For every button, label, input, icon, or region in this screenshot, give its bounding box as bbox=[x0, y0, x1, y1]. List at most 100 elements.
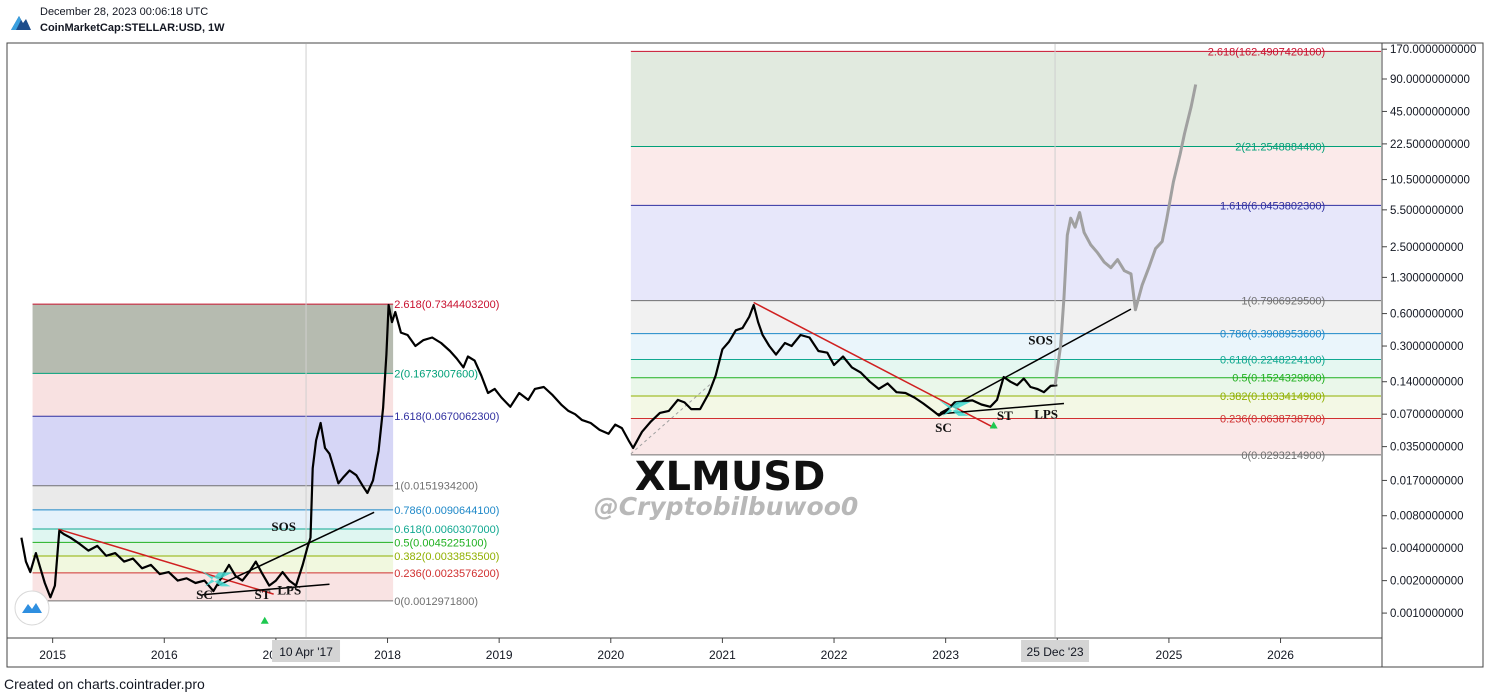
fib-left-zone bbox=[32, 528, 394, 543]
fib-left-level-label: 0.618(0.0060307000) bbox=[394, 524, 499, 536]
fib-right-level-label: 0.236(0.0638738700) bbox=[1220, 413, 1325, 425]
fib-left-level-label: 0.382(0.0033853500) bbox=[394, 551, 499, 563]
price-tick-label: 0.0040000000 bbox=[1390, 543, 1464, 555]
fib-right-level-label: 0.786(0.3908953600) bbox=[1220, 329, 1325, 341]
fib-left-level-label: 2(0.1673007600) bbox=[394, 368, 478, 380]
cloud-icon[interactable] bbox=[14, 590, 50, 626]
snapshot-date: December 28, 2023 00:06:18 UTC bbox=[40, 6, 209, 18]
time-tick-label: 2021 bbox=[709, 648, 736, 662]
fib-right-level-label: 2(21.2548884400) bbox=[1235, 142, 1325, 154]
fib-left-level-label: 2.618(0.7344403200) bbox=[394, 299, 499, 311]
wyckoff-label: SC bbox=[196, 587, 213, 602]
fib-right-zone bbox=[630, 377, 1381, 396]
price-tick-label: 45.0000000000 bbox=[1390, 106, 1470, 118]
trendline bbox=[58, 528, 274, 595]
wyckoff-label: LPS bbox=[277, 583, 301, 598]
time-tick-label: 2016 bbox=[151, 648, 178, 662]
signal-marker bbox=[260, 616, 269, 624]
fib-left-zone bbox=[32, 416, 394, 486]
trendline bbox=[217, 511, 375, 587]
price-tick-label: 1.3000000000 bbox=[1390, 272, 1464, 284]
chart-header: December 28, 2023 00:06:18 UTC CoinMarke… bbox=[0, 0, 1493, 40]
accumulation-mark bbox=[938, 399, 971, 416]
wyckoff-label: SC bbox=[935, 420, 952, 435]
author-watermark: @Cryptobilbuwoo0 bbox=[594, 492, 859, 521]
projection-line bbox=[1053, 84, 1198, 386]
wyckoff-label: SOS bbox=[271, 519, 296, 534]
wyckoff-label: ST bbox=[997, 408, 1013, 423]
price-tick-label: 0.1400000000 bbox=[1390, 377, 1464, 389]
time-tick-label: 2025 bbox=[1156, 648, 1183, 662]
accumulation-marks bbox=[200, 399, 998, 624]
price-tick-label: 10.5000000000 bbox=[1390, 175, 1470, 187]
time-tick-label: 2022 bbox=[821, 648, 848, 662]
fib-left-zone bbox=[32, 304, 394, 374]
fib-right-zone bbox=[630, 333, 1381, 360]
chart-frame bbox=[6, 42, 1484, 668]
crosshair-date-box bbox=[1021, 640, 1090, 662]
fib-right-zone bbox=[630, 146, 1381, 206]
fib-left-level-label: 0(0.0012971800) bbox=[394, 596, 478, 608]
price-tick-label: 2.5000000000 bbox=[1390, 242, 1464, 254]
fib-right-level-label: 0(0.0293214900) bbox=[1241, 450, 1325, 462]
fib-left-level-label: 0.236(0.0023576200) bbox=[394, 568, 499, 580]
fib-right-level-label: 2.618(162.4907420100) bbox=[1208, 46, 1325, 58]
accumulation-mark bbox=[200, 570, 233, 587]
price-axis: 170.0000000000 90.0000000000 45.0000000000… bbox=[1382, 44, 1476, 620]
price-tick-label: 170.0000000000 bbox=[1390, 44, 1476, 56]
price-tick-label: 0.0010000000 bbox=[1390, 608, 1464, 620]
fib-right-level-label: 0.5(0.1524329800) bbox=[1232, 373, 1325, 385]
price-tick-label: 5.5000000000 bbox=[1390, 205, 1464, 217]
price-tick-label: 0.0700000000 bbox=[1390, 409, 1464, 421]
fib-levels bbox=[32, 50, 1381, 602]
time-tick-label: 2019 bbox=[486, 648, 513, 662]
price-tick-label: 90.0000000000 bbox=[1390, 74, 1470, 86]
time-tick-label: 2015 bbox=[39, 648, 66, 662]
fib-right-zone bbox=[630, 395, 1381, 419]
crosshair-date-label: 10 Apr '17 bbox=[279, 645, 333, 659]
fib-left-zone bbox=[32, 555, 394, 573]
fib-right-zone bbox=[630, 205, 1381, 301]
price-tick-label: 0.0080000000 bbox=[1390, 511, 1464, 523]
fib-right-level-label: 0.382(0.1033414900) bbox=[1220, 391, 1325, 403]
trendline bbox=[939, 308, 1132, 414]
price-tick-label: 0.0350000000 bbox=[1390, 442, 1464, 454]
price-tick-label: 22.5000000000 bbox=[1390, 139, 1470, 151]
fib-left-level-label: 0.5(0.0045225100) bbox=[394, 537, 487, 549]
chart-title: XLMUSD bbox=[635, 454, 826, 500]
time-axis: 2015201620172018201920202021202220232024… bbox=[39, 638, 1294, 662]
fib-left-level-label: 1.618(0.0670062300) bbox=[394, 411, 499, 423]
signal-marker bbox=[989, 421, 998, 429]
fib-right-level-label: 1(0.7906929500) bbox=[1241, 296, 1325, 308]
time-tick-label: 2026 bbox=[1267, 648, 1294, 662]
price-tick-label: 0.0170000000 bbox=[1390, 475, 1464, 487]
time-tick-label: 2020 bbox=[597, 648, 624, 662]
fib-right-zone bbox=[630, 359, 1381, 378]
footer-credit: Created on charts.cointrader.pro bbox=[4, 676, 205, 692]
price-series bbox=[20, 84, 1198, 599]
wyckoff-labels: SC ST LPS SOS SC ST LPS SOS bbox=[196, 332, 1058, 602]
price-tick-label: 0.0020000000 bbox=[1390, 576, 1464, 588]
price-tick-label: 0.6000000000 bbox=[1390, 309, 1464, 321]
fib-zones bbox=[32, 51, 1381, 601]
fib-right-level-label: 0.618(0.2248224100) bbox=[1220, 355, 1325, 367]
wyckoff-label: LPS bbox=[1034, 406, 1058, 421]
fib-left-level-label: 0.786(0.0090644100) bbox=[394, 505, 499, 517]
wyckoff-label: ST bbox=[255, 587, 271, 602]
fib-right-zone bbox=[630, 418, 1381, 455]
fib-left-level-label: 1(0.0151934200) bbox=[394, 481, 478, 493]
fib-right-level-label: 1.618(6.0453802300) bbox=[1220, 200, 1325, 212]
fib-level-labels: 2.618(0.7344403200) 2(0.1673007600) 1.618(… bbox=[394, 46, 1325, 608]
fib-left-zone bbox=[32, 373, 394, 417]
wyckoff-label: SOS bbox=[1028, 332, 1053, 347]
price-line bbox=[20, 303, 1058, 599]
symbol-label: CoinMarketCap:STELLAR:USD, 1W bbox=[40, 22, 225, 34]
fib-left-zone bbox=[32, 509, 394, 529]
price-tick-label: 0.3000000000 bbox=[1390, 341, 1464, 353]
projection-dashed-line bbox=[630, 378, 718, 455]
crosshair-date-box bbox=[272, 640, 341, 662]
time-tick-label: 2018 bbox=[374, 648, 401, 662]
crosshair-date-label: 25 Dec '23 bbox=[1027, 645, 1084, 659]
cointrader-logo-icon bbox=[10, 10, 32, 32]
